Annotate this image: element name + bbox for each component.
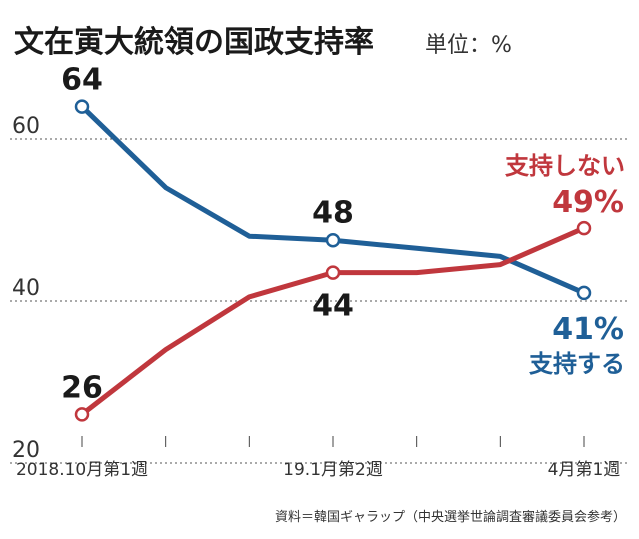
oppose-label-6: 49% [552, 185, 624, 220]
chart-title: 文在寅大統領の国政支持率 [14, 25, 374, 60]
x-tick-label: 2018.10月第1週 [16, 460, 148, 480]
oppose-point-3 [325, 265, 341, 280]
oppose-label-0: 26 [61, 370, 103, 405]
unit-label: 単位：% [425, 33, 512, 58]
data-labels: 64 48 41% 26 44 49% [61, 63, 624, 406]
y-tick-60: 60 [12, 114, 40, 139]
support-point-3 [325, 233, 341, 248]
support-label-0: 64 [61, 63, 103, 98]
oppose-point-0 [74, 407, 90, 422]
source-note: 資料＝韓国ギャラップ（中央選挙世論調査審議委員会参考） [275, 509, 626, 525]
support-label-3: 48 [312, 195, 354, 230]
series-points [74, 99, 592, 422]
y-axis: 20 40 60 [12, 114, 40, 463]
grid [10, 138, 628, 464]
support-label-6: 41% [552, 312, 624, 347]
support-point-6 [576, 285, 592, 301]
legend-support: 支持する [529, 350, 625, 378]
x-tick-label: 19.1月第2週 [283, 460, 383, 480]
y-tick-40: 40 [12, 276, 40, 301]
oppose-point-6 [576, 220, 592, 236]
legend-oppose: 支持しない [505, 152, 625, 180]
y-tick-20: 20 [12, 438, 40, 463]
support-point-0 [74, 99, 90, 114]
x-axis: 2018.10月第1週 19.1月第2週 4月第1週 [16, 436, 620, 480]
x-tick-label: 4月第1週 [548, 460, 621, 480]
oppose-label-3: 44 [312, 289, 354, 324]
